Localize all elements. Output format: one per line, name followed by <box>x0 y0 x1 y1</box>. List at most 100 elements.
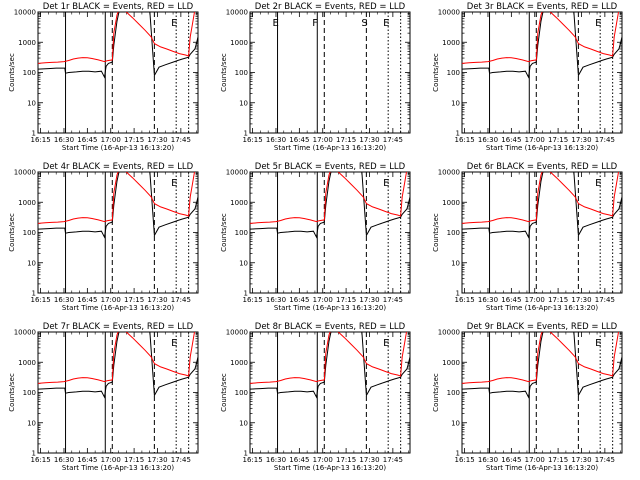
panel-det-5: Det 5r BLACK = Events, RED = LLD 1 10 100 10… <box>220 162 411 312</box>
panel-det-6: Det 6r BLACK = Events, RED = LLD 1 10 100 10… <box>432 162 623 312</box>
x-tick-label: 16:45 <box>289 296 309 304</box>
y-tick-label: 10 <box>239 419 248 427</box>
y-axis-label: Counts/sec <box>432 373 440 412</box>
y-tick-label: 10 <box>27 419 36 427</box>
panel-title: Det 7r BLACK = Events, RED = LLD <box>43 322 194 332</box>
event-mark-label: E <box>383 178 389 189</box>
plot-frame <box>461 171 623 294</box>
y-tick-label: 10 <box>239 259 248 267</box>
x-tick-label: 16:45 <box>77 136 97 144</box>
x-axis-label: Start Time (16-Apr-13 16:13:20) <box>486 464 598 472</box>
events-series-line <box>38 332 198 399</box>
x-tick-label: 16:30 <box>266 456 286 464</box>
y-tick-label: 1 <box>244 290 248 298</box>
x-tick-label: 17:15 <box>336 296 356 304</box>
y-tick-label: 1 <box>32 450 36 458</box>
x-tick-label: 17:15 <box>336 456 356 464</box>
y-tick-label: 100 <box>447 229 460 237</box>
event-mark-label: E <box>595 338 601 349</box>
x-tick-label: 17:45 <box>383 296 403 304</box>
x-tick-label: 16:45 <box>289 456 309 464</box>
x-tick-label: 17:00 <box>101 456 121 464</box>
y-tick-label: 100 <box>447 69 460 77</box>
lld-series-line <box>250 332 407 384</box>
y-axis-label: Counts/sec <box>220 53 228 92</box>
x-tick-label: 16:45 <box>501 456 521 464</box>
lld-series-line <box>38 332 195 384</box>
panel-det-2: Det 2r BLACK = Events, RED = LLD 1 10 100 10… <box>220 2 411 152</box>
plot-frame <box>249 171 411 294</box>
y-axis-label: Counts/sec <box>8 53 16 92</box>
x-tick-label: 17:30 <box>571 296 591 304</box>
x-tick-label: 17:30 <box>359 456 379 464</box>
panel-title: Det 5r BLACK = Events, RED = LLD <box>255 162 406 172</box>
x-tick-label: 17:00 <box>313 456 333 464</box>
event-mark-label: E <box>595 18 601 29</box>
events-series-line <box>250 172 410 239</box>
event-mark-label: F <box>312 18 318 29</box>
x-tick-label: 17:45 <box>383 456 403 464</box>
x-tick-label: 17:30 <box>147 296 167 304</box>
y-tick-label: 100 <box>235 229 248 237</box>
lld-series-line <box>250 172 407 224</box>
x-tick-label: 16:15 <box>243 456 263 464</box>
x-tick-label: 16:15 <box>455 296 475 304</box>
plot-frame <box>461 11 623 134</box>
x-tick-label: 16:45 <box>77 296 97 304</box>
y-tick-label: 100 <box>23 389 36 397</box>
plot-frame <box>37 171 199 294</box>
y-tick-label: 10000 <box>438 169 460 177</box>
y-tick-label: 10 <box>27 99 36 107</box>
y-tick-label: 10 <box>451 259 460 267</box>
y-tick-label: 100 <box>447 389 460 397</box>
events-series-line <box>462 172 622 239</box>
event-mark-label: E <box>273 18 279 29</box>
y-tick-label: 10000 <box>226 329 248 337</box>
x-tick-label: 17:00 <box>101 136 121 144</box>
y-tick-label: 1000 <box>442 359 460 367</box>
y-tick-label: 10 <box>239 99 248 107</box>
x-tick-label: 16:30 <box>266 136 286 144</box>
y-tick-label: 10000 <box>226 169 248 177</box>
y-tick-label: 10000 <box>438 9 460 17</box>
x-tick-label: 16:45 <box>501 296 521 304</box>
y-tick-label: 1000 <box>442 39 460 47</box>
x-tick-label: 16:45 <box>77 456 97 464</box>
x-tick-label: 17:30 <box>359 136 379 144</box>
x-tick-label: 17:15 <box>548 296 568 304</box>
panel-title: Det 2r BLACK = Events, RED = LLD <box>255 2 406 12</box>
events-series-line <box>38 172 198 239</box>
x-axis-label: Start Time (16-Apr-13 16:13:20) <box>62 464 174 472</box>
x-axis-label: Start Time (16-Apr-13 16:13:20) <box>486 304 598 312</box>
events-series-line <box>462 332 622 399</box>
x-tick-label: 17:45 <box>383 136 403 144</box>
x-axis-label: Start Time (16-Apr-13 16:13:20) <box>274 304 386 312</box>
y-tick-label: 10000 <box>14 329 36 337</box>
y-tick-label: 1000 <box>230 39 248 47</box>
y-tick-label: 100 <box>23 69 36 77</box>
x-tick-label: 17:00 <box>101 296 121 304</box>
panel-title: Det 4r BLACK = Events, RED = LLD <box>43 162 194 172</box>
y-tick-label: 10 <box>27 259 36 267</box>
y-tick-label: 10000 <box>14 169 36 177</box>
y-tick-label: 1 <box>456 130 460 138</box>
panel-title: Det 9r BLACK = Events, RED = LLD <box>467 322 618 332</box>
x-tick-label: 16:15 <box>31 456 51 464</box>
event-mark-label: E <box>171 178 177 189</box>
x-tick-label: 17:15 <box>124 136 144 144</box>
x-tick-label: 16:30 <box>266 296 286 304</box>
x-tick-label: 16:45 <box>289 136 309 144</box>
x-tick-label: 16:45 <box>501 136 521 144</box>
x-tick-label: 17:45 <box>171 456 191 464</box>
x-tick-label: 17:00 <box>313 296 333 304</box>
y-axis-label: Counts/sec <box>220 373 228 412</box>
x-tick-label: 17:00 <box>525 296 545 304</box>
y-axis-label: Counts/sec <box>432 53 440 92</box>
x-tick-label: 16:15 <box>243 136 263 144</box>
plot-frame <box>37 331 199 454</box>
x-tick-label: 17:15 <box>124 296 144 304</box>
x-tick-label: 16:15 <box>455 136 475 144</box>
lld-series-line <box>462 172 619 224</box>
event-mark-label: S <box>361 18 367 29</box>
